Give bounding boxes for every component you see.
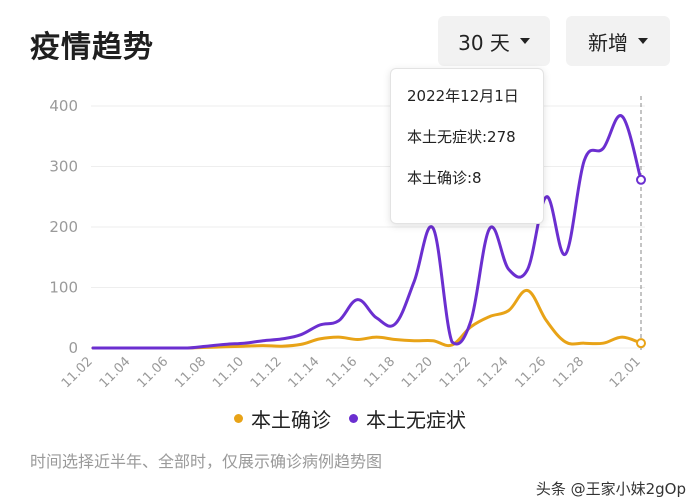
x-tick-label: 11.22 (437, 354, 474, 391)
data-tooltip: 2022年12月1日 本土无症状:278 本土确诊:8 (390, 68, 544, 224)
x-tick-label: 11.28 (550, 354, 587, 391)
series-line-confirmed (91, 288, 643, 350)
watermark-text: 头条 @王家小妹2gOp (535, 480, 686, 498)
x-tick-label: 11.26 (512, 354, 549, 391)
grid-lines (91, 105, 645, 349)
metric-label: 新增 (588, 30, 628, 55)
x-tick-label: 11.06 (134, 354, 171, 391)
x-tick-label: 11.12 (248, 354, 285, 391)
legend-item-asymptomatic[interactable]: 本土无症状 (349, 404, 466, 433)
x-tick-label: 11.02 (59, 354, 96, 391)
x-tick-label: 11.18 (361, 354, 398, 391)
x-tick-label: 12.01 (607, 354, 644, 391)
legend-label-asymptomatic: 本土无症状 (366, 408, 466, 432)
caret-down-icon (638, 38, 648, 44)
y-tick-label: 100 (49, 279, 78, 297)
metric-dropdown[interactable]: 新增 (566, 16, 670, 66)
tooltip-date: 2022年12月1日 (407, 87, 519, 105)
series-lines (91, 114, 643, 350)
legend-dot-icon (349, 414, 358, 423)
tooltip-asymptomatic: 本土无症状:278 (407, 128, 516, 146)
x-tick-label: 11.14 (286, 354, 323, 391)
series-line-asymptomatic (91, 114, 643, 350)
x-tick-label: 11.04 (97, 354, 134, 391)
caret-down-icon (519, 38, 530, 44)
legend-dot-icon (234, 414, 243, 423)
page-title: 疫情趋势 (30, 30, 154, 65)
y-axis-ticks: 0 100 200 300 400 (49, 97, 78, 357)
legend-item-confirmed[interactable]: 本土确诊 (234, 404, 331, 433)
highlight-point-asymptomatic (636, 174, 646, 185)
x-tick-label: 11.20 (399, 354, 436, 391)
x-tick-label: 11.08 (172, 354, 209, 391)
y-tick-label: 400 (49, 97, 78, 115)
x-tick-label: 11.10 (210, 354, 247, 391)
x-tick-label: 11.24 (475, 354, 512, 391)
chart-legend: 本土确诊 本土无症状 (0, 404, 700, 433)
legend-label-confirmed: 本土确诊 (251, 408, 331, 432)
highlight-markers (636, 174, 646, 349)
x-axis-ticks: 11.02 11.04 11.06 11.08 11.10 11.12 11.14 11.16… (59, 354, 644, 391)
y-tick-label: 300 (49, 158, 78, 176)
y-tick-label: 200 (49, 218, 78, 236)
highlight-point-confirmed (636, 338, 646, 349)
time-range-dropdown[interactable]: 30 天 (438, 16, 550, 66)
time-range-label: 30 天 (458, 30, 510, 55)
chart-footnote: 时间选择近半年、全部时，仅展示确诊病例趋势图 (30, 452, 383, 471)
x-tick-label: 11.16 (323, 354, 360, 391)
tooltip-confirmed: 本土确诊:8 (407, 169, 482, 187)
y-tick-label: 0 (68, 339, 78, 357)
